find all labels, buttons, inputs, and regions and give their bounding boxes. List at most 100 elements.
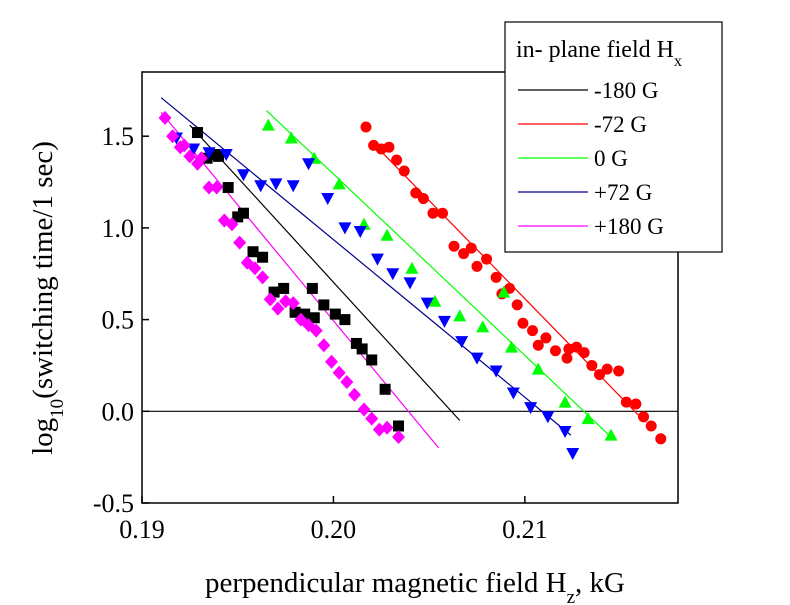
point-plus180g xyxy=(256,270,270,285)
point-minus180g xyxy=(257,251,269,263)
point-0g xyxy=(581,412,595,425)
point-minus180g xyxy=(247,246,259,258)
point-minus72g xyxy=(638,411,650,423)
y-axis-label: log10(switching time/1 sec) xyxy=(27,141,68,455)
point-0g xyxy=(428,294,442,307)
point-plus72g xyxy=(437,315,451,328)
point-minus72g xyxy=(586,359,598,371)
point-plus72g xyxy=(470,352,484,365)
x-axis-label: perpendicular magnetic field Hz, kG xyxy=(205,567,625,605)
point-minus180g xyxy=(306,282,318,294)
point-minus180g xyxy=(393,420,405,432)
point-plus72g xyxy=(403,277,417,290)
point-plus180g xyxy=(248,261,262,276)
point-plus72g xyxy=(353,226,367,239)
point-minus72g xyxy=(427,207,439,219)
x-tick-label: 0.19 xyxy=(119,515,165,544)
point-minus180g xyxy=(232,211,244,223)
point-minus72g xyxy=(601,363,613,375)
point-plus72g xyxy=(338,222,352,235)
point-minus180g xyxy=(192,127,204,139)
fit-line-minus180g xyxy=(189,124,461,421)
point-minus72g xyxy=(511,299,523,311)
legend-box xyxy=(504,21,723,253)
point-0g xyxy=(284,131,298,144)
x-tick-label: 0.21 xyxy=(502,515,548,544)
point-minus72g xyxy=(532,339,544,351)
point-minus72g xyxy=(630,398,642,410)
legend: in- plane field Hx -180 G -72 G 0 G +72 G +1… xyxy=(504,21,723,253)
fit-line-plus180g xyxy=(160,111,440,449)
point-minus72g xyxy=(481,253,493,265)
point-0g xyxy=(476,320,490,333)
point-minus72g xyxy=(549,345,561,357)
point-minus180g xyxy=(222,182,234,194)
point-minus180g xyxy=(350,337,362,349)
point-plus180g xyxy=(177,138,191,153)
point-plus72g xyxy=(302,158,316,171)
point-0g xyxy=(504,340,518,353)
point-plus180g xyxy=(380,420,394,435)
point-minus180g xyxy=(278,282,290,294)
point-minus72g xyxy=(448,240,460,252)
legend-title: in- plane field Hx xyxy=(516,37,682,70)
point-0g xyxy=(453,309,467,322)
point-plus180g xyxy=(225,217,239,232)
point-minus72g xyxy=(360,121,372,133)
point-plus180g xyxy=(194,151,208,166)
data-points xyxy=(158,110,667,460)
point-minus180g xyxy=(356,343,368,355)
point-plus180g xyxy=(340,374,354,389)
point-minus180g xyxy=(213,150,225,162)
point-minus180g xyxy=(299,308,311,320)
legend-items: -180 G -72 G 0 G +72 G +180 G xyxy=(518,78,664,239)
point-plus180g xyxy=(263,292,277,307)
point-minus72g xyxy=(398,165,410,177)
point-plus72g xyxy=(558,425,572,438)
x-tick-label: 0.20 xyxy=(311,515,357,544)
point-minus180g xyxy=(289,306,301,318)
point-plus72g xyxy=(386,268,400,281)
point-0g xyxy=(604,428,618,441)
point-minus180g xyxy=(339,314,351,326)
point-minus72g xyxy=(458,248,470,260)
point-minus180g xyxy=(366,354,378,366)
point-0g xyxy=(332,177,346,190)
point-0g xyxy=(405,261,419,274)
point-plus180g xyxy=(347,387,361,402)
point-plus180g xyxy=(309,323,323,338)
plot-frame xyxy=(141,71,679,504)
point-plus180g xyxy=(286,296,300,311)
point-minus72g xyxy=(561,352,573,364)
point-minus180g xyxy=(308,312,320,324)
point-plus180g xyxy=(332,365,346,380)
point-plus180g xyxy=(233,235,247,250)
point-0g xyxy=(558,395,572,408)
point-minus72g xyxy=(383,141,395,153)
point-plus180g xyxy=(210,180,224,195)
point-0g xyxy=(531,362,545,375)
point-plus72g xyxy=(489,365,503,378)
point-plus72g xyxy=(370,253,384,266)
y-tick-label: 0.5 xyxy=(102,306,135,335)
point-minus72g xyxy=(391,154,403,166)
legend-label-plus72g: +72 G xyxy=(594,180,652,205)
point-plus180g xyxy=(271,301,285,316)
point-plus180g xyxy=(158,110,172,125)
point-plus180g xyxy=(166,129,180,144)
point-minus180g xyxy=(318,299,330,311)
point-minus72g xyxy=(410,187,422,199)
point-plus72g xyxy=(321,193,335,206)
point-minus72g xyxy=(417,193,429,205)
y-tick-label: -0.5 xyxy=(93,489,134,518)
point-minus72g xyxy=(655,433,667,445)
point-plus72g xyxy=(219,149,233,162)
point-minus72g xyxy=(540,332,552,344)
point-minus180g xyxy=(237,207,249,219)
y-tick-label: 0.0 xyxy=(102,397,135,426)
point-minus180g xyxy=(268,286,280,298)
point-plus180g xyxy=(357,402,371,417)
point-0g xyxy=(380,228,394,241)
point-minus180g xyxy=(379,383,391,395)
